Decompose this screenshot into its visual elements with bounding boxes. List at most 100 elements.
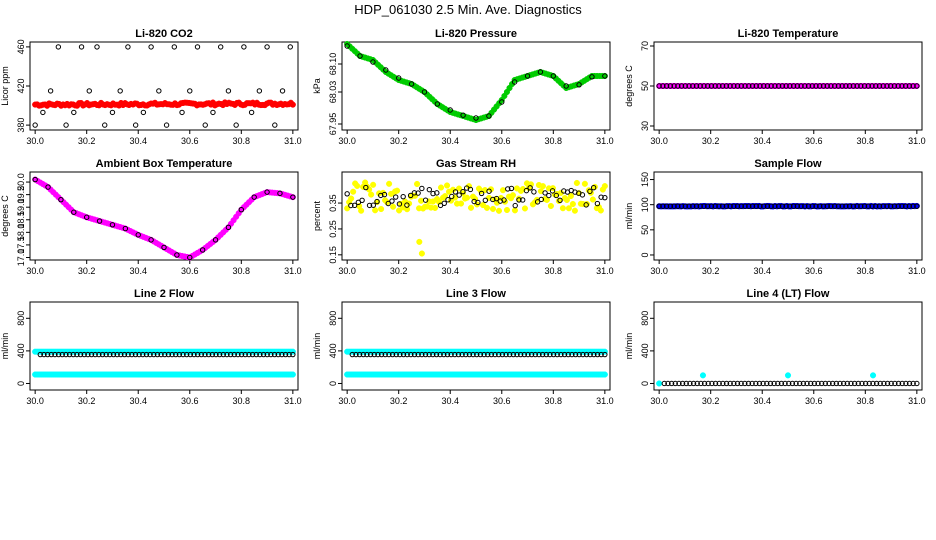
data-point	[531, 189, 537, 195]
data-point	[503, 351, 509, 358]
data-point	[902, 83, 909, 89]
data-point	[686, 83, 692, 89]
data-point	[523, 187, 530, 194]
data-point	[148, 44, 154, 50]
y-tick-label: 800	[16, 311, 26, 326]
data-point	[490, 196, 496, 203]
data-point	[587, 188, 593, 195]
data-point	[384, 199, 391, 206]
data-point	[840, 380, 847, 387]
data-point	[798, 83, 804, 89]
data-point	[734, 380, 741, 387]
data-point	[452, 189, 459, 195]
data-point	[716, 380, 722, 387]
data-point	[914, 380, 920, 387]
y-tick-label: 380	[16, 118, 26, 133]
data-point	[580, 351, 586, 358]
data-point	[158, 351, 164, 358]
x-tick-label: 31.0	[908, 266, 926, 276]
data-point	[805, 83, 812, 89]
y-tick-label: 0	[640, 381, 650, 386]
data-point	[358, 207, 365, 214]
data-point	[559, 205, 566, 212]
x-tick-label: 30.8	[233, 266, 251, 276]
data-point	[441, 200, 447, 206]
data-point	[378, 351, 385, 358]
data-point	[187, 351, 194, 358]
data-point	[869, 203, 875, 209]
chart-title: Line 2 Flow	[134, 288, 194, 300]
x-tick-label: 30.2	[702, 136, 720, 146]
data-point	[492, 351, 498, 358]
data-point	[277, 190, 283, 197]
x-tick-label: 31.0	[284, 136, 302, 146]
data-point	[537, 69, 544, 75]
data-point	[495, 207, 503, 214]
y-axis-label: degrees C	[0, 195, 10, 237]
chart-co2: Li-820 CO2 Licor ppm 30.0 30.2 30.4 30.6 30.8 3…	[0, 28, 302, 146]
data-point	[839, 83, 845, 89]
data-point	[869, 372, 877, 379]
data-point	[772, 203, 778, 209]
data-point	[408, 351, 414, 358]
data-point	[227, 351, 234, 358]
data-point	[576, 351, 582, 358]
data-point	[527, 185, 533, 191]
data-point	[719, 83, 726, 89]
chart-title: Sample Flow	[754, 158, 822, 170]
data-point	[745, 380, 752, 387]
data-point	[359, 197, 365, 204]
data-point	[794, 83, 801, 89]
data-point	[808, 380, 814, 387]
data-point	[474, 351, 480, 358]
data-point	[202, 122, 208, 128]
data-point	[850, 83, 857, 89]
data-point	[902, 203, 909, 209]
data-point	[493, 195, 500, 202]
data-point	[374, 198, 380, 205]
data-point	[70, 351, 76, 358]
data-point	[727, 380, 733, 387]
data-point	[760, 380, 766, 387]
data-point	[534, 199, 541, 205]
data-point	[135, 232, 141, 238]
data-point	[251, 194, 257, 200]
data-point	[404, 351, 410, 358]
data-point	[749, 203, 756, 209]
data-point	[783, 203, 789, 209]
data-point	[782, 380, 788, 387]
data-point	[96, 351, 102, 358]
data-point	[467, 186, 474, 193]
data-point	[824, 203, 830, 209]
data-point	[511, 207, 519, 214]
data-point	[179, 109, 185, 116]
x-tick-label: 30.4	[441, 136, 459, 146]
data-point	[694, 380, 700, 387]
y-tick-label: 17.5	[16, 236, 26, 254]
data-point	[118, 351, 124, 358]
data-point	[445, 197, 451, 203]
series-all	[344, 40, 608, 124]
x-tick-label: 30.4	[753, 136, 771, 146]
plot-frame	[341, 41, 611, 131]
data-point	[602, 73, 608, 79]
data-point	[272, 122, 278, 128]
data-point	[738, 380, 744, 387]
data-point	[444, 351, 451, 358]
data-point	[386, 351, 392, 358]
data-point	[891, 203, 898, 209]
data-point	[400, 193, 406, 200]
data-point	[510, 351, 517, 358]
data-point	[165, 351, 172, 358]
data-point	[32, 176, 38, 183]
data-point	[854, 203, 860, 209]
x-tick-label: 30.6	[493, 396, 511, 406]
data-point	[753, 203, 759, 209]
data-point	[671, 83, 677, 89]
data-point	[94, 44, 100, 50]
data-point	[753, 83, 759, 89]
y-axis-label: ml/min	[624, 333, 634, 360]
data-point	[205, 351, 212, 358]
data-point	[899, 380, 905, 387]
